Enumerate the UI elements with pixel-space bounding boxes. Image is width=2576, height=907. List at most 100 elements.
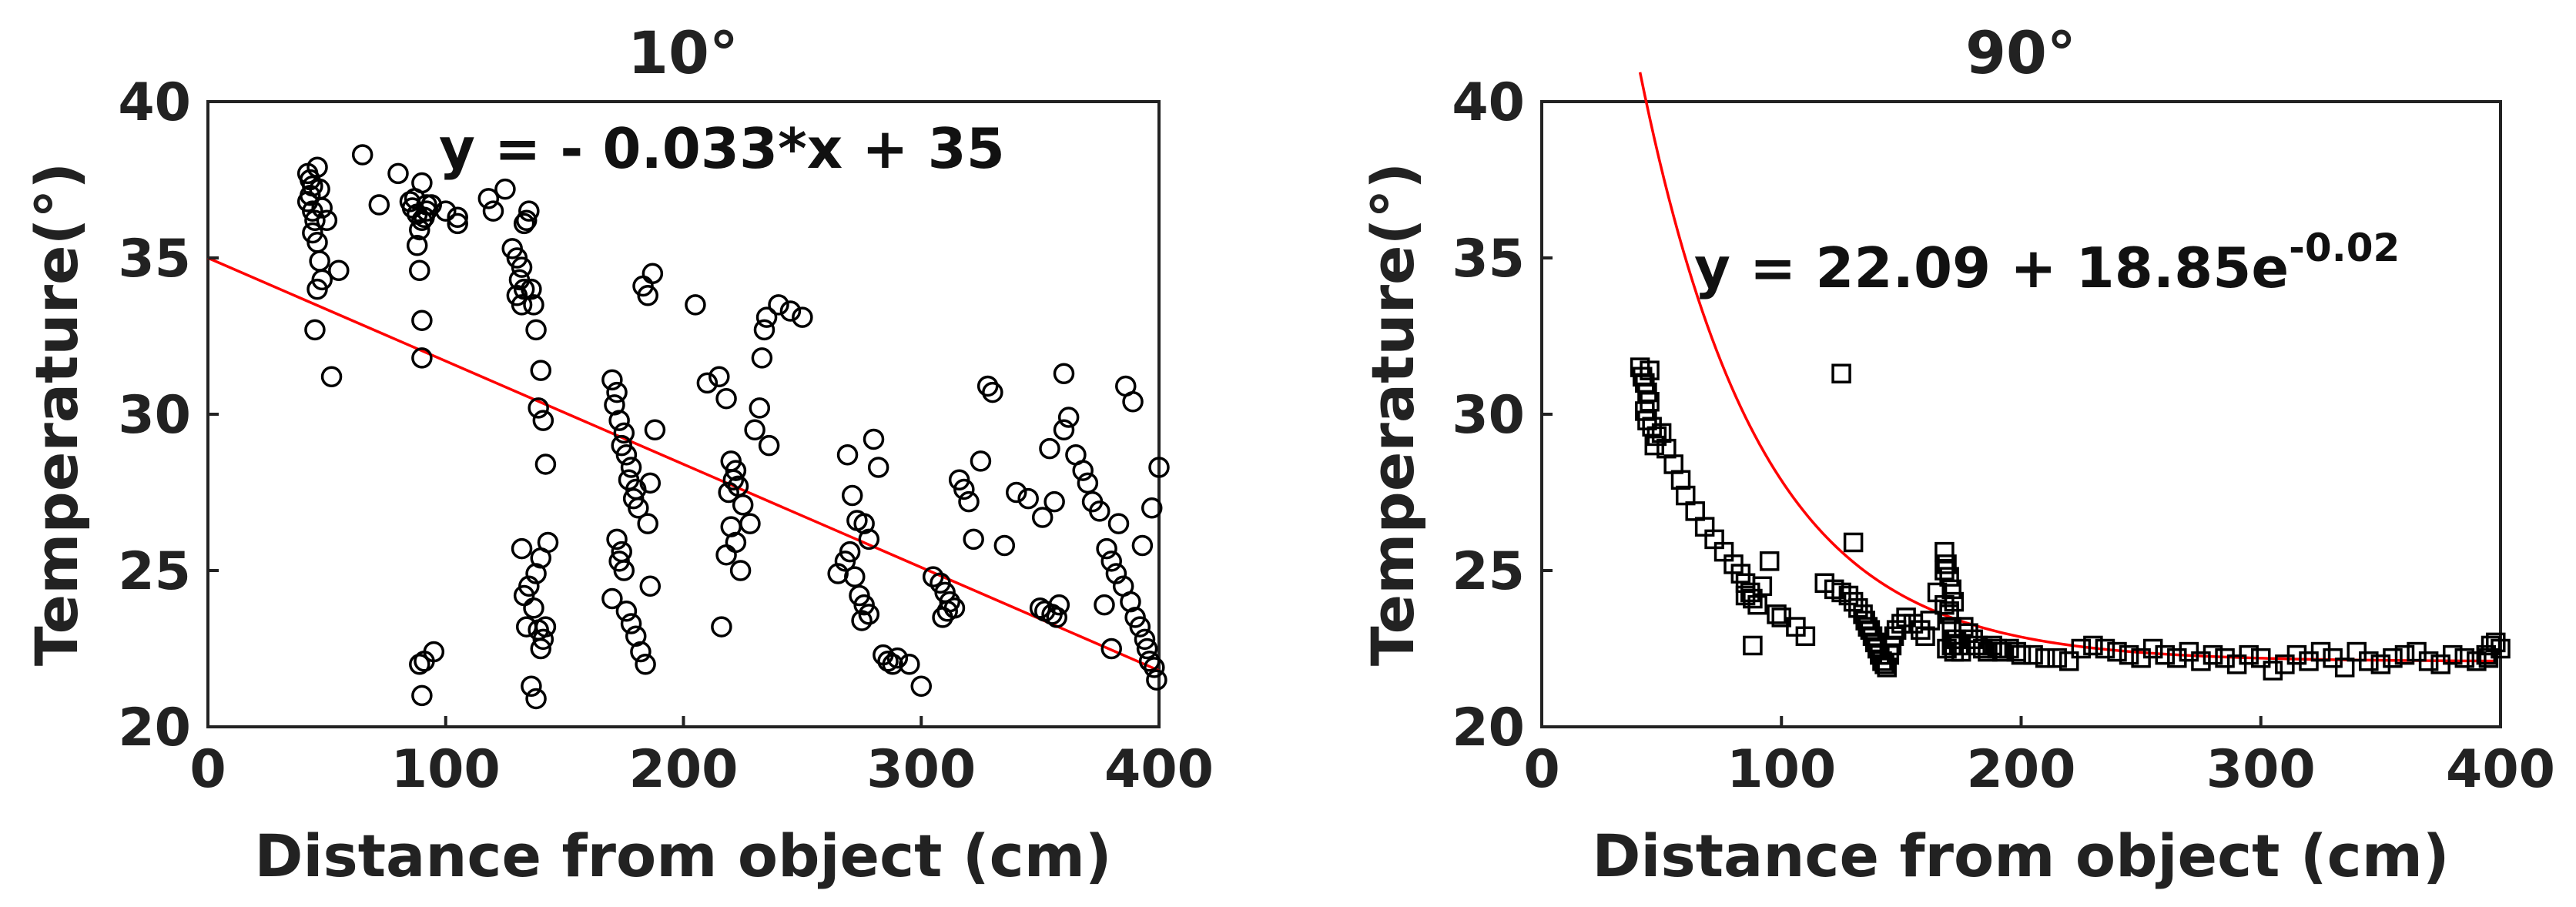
data-point [515,209,538,232]
data-point [720,516,742,537]
data-point [530,360,551,381]
chart-10-degree: 10° 0 100 200 300 400 20 25 30 35 40 y = - 0.033… [22,18,1214,890]
data-point [2418,651,2439,671]
data-point [836,444,859,466]
data-point [976,375,999,397]
data-point [530,638,551,660]
data-point [727,475,749,497]
data-point [409,654,430,675]
data-point [406,235,428,256]
fit-equation: y = 22.09 + 18.85e-0.02 [1694,226,2400,300]
data-point [2286,644,2307,665]
data-point [953,478,975,500]
data-point [328,259,350,281]
data-point [615,444,638,466]
chart-title: 90° [1965,18,2076,87]
data-point [2370,654,2391,674]
data-point [1039,437,1060,460]
data-point [1939,567,1959,587]
data-point [729,560,752,581]
data-point [982,381,1003,403]
data-point [1144,657,1165,678]
data-point [1843,532,1864,553]
data-point [511,256,533,278]
data-point [435,200,457,222]
data-point [511,537,533,560]
data-point [525,563,547,584]
data-point [411,684,433,707]
fit-equation-exponent: -0.02 [2289,226,2400,270]
data-point [351,144,374,166]
y-tick-label: 20 [1452,698,1525,758]
data-point [601,369,623,391]
data-point [513,278,535,300]
data-point [1100,638,1122,660]
x-tick-label: 200 [1967,739,2076,800]
data-point [882,654,903,675]
data-point [494,178,516,200]
data-point [534,616,557,638]
data-point [2167,648,2187,668]
x-tick-label: 0 [189,739,226,800]
data-point [628,497,649,519]
data-point [1935,561,1955,581]
data-point [521,675,542,697]
data-point [411,310,433,331]
data-point [2476,644,2497,665]
data-point [2251,648,2271,668]
data-point [368,194,390,216]
data-point [601,587,623,610]
data-point [608,410,630,431]
y-axis-ticks: 20 25 30 35 40 [1452,72,1553,758]
y-tick-label: 25 [118,541,191,602]
data-point [620,457,642,478]
y-axis-label: Temperature(°) [22,162,91,666]
data-point [1831,363,1851,383]
data-point [867,457,889,478]
data-point [411,347,433,369]
scatter-points [296,144,1170,710]
data-point [528,397,549,419]
x-tick-label: 400 [2446,739,2555,800]
data-point [304,209,326,232]
data-point [2047,648,2067,668]
data-point [899,654,920,675]
data-point [606,381,628,403]
y-tick-label: 20 [118,698,191,758]
data-point [2383,648,2403,668]
data-point [513,584,535,607]
data-point [1043,490,1065,513]
data-point [2239,644,2259,665]
data-point [1053,363,1075,384]
data-point [414,206,435,228]
data-point [2083,635,2103,656]
data-point [521,278,542,300]
fit-equation: y = - 0.033*x + 35 [439,116,1005,181]
data-point [711,616,732,638]
data-point [1795,626,1816,647]
data-point [1743,635,1763,656]
x-tick-label: 300 [2206,739,2316,800]
data-point [2142,638,2163,659]
data-point [1057,407,1080,428]
data-point [409,219,430,241]
y-tick-label: 30 [118,385,191,446]
data-point [511,294,533,316]
data-point [2107,641,2127,662]
data-point [2443,644,2463,665]
data-point [792,306,813,328]
data-point [1077,472,1099,494]
data-point [307,156,328,179]
data-point [2059,651,2079,671]
data-point [639,575,662,597]
fit-equation-base: y = 22.09 + 18.85e [1694,236,2289,300]
data-point [447,213,468,235]
data-point [1138,650,1161,672]
data-point [2011,644,2032,665]
data-point [2035,648,2055,668]
data-point [1094,594,1115,616]
data-point [744,419,765,441]
x-tick-label: 400 [1104,739,1214,800]
fit-line-layer [207,256,1160,672]
data-point [751,347,773,369]
